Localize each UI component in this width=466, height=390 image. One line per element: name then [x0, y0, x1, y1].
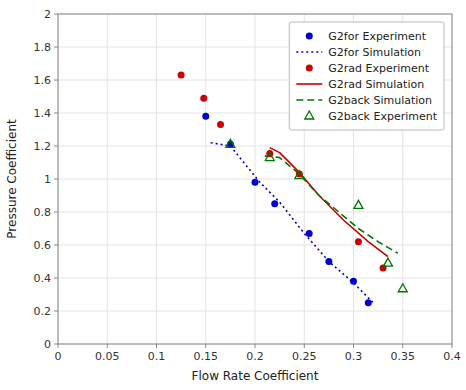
- x-tick: [107, 344, 108, 348]
- legend: G2for Experiment G2for Simulation G2rad Ex…: [289, 22, 444, 130]
- x-tick-label: 0.25: [292, 350, 317, 363]
- x-tick: [452, 344, 453, 348]
- y-tick: [54, 278, 58, 279]
- data-point: [383, 258, 392, 266]
- data-point: [226, 139, 235, 147]
- y-tick: [54, 212, 58, 213]
- legend-swatch: [296, 51, 322, 53]
- legend-swatch: [306, 65, 313, 72]
- x-tick: [304, 344, 305, 348]
- y-tick-label: 1.4: [34, 107, 52, 120]
- y-tick-label: 1.2: [34, 140, 52, 153]
- plot-frame: [58, 14, 452, 344]
- data-point: [350, 278, 357, 285]
- y-tick: [54, 311, 58, 312]
- y-tick: [54, 113, 58, 114]
- data-point: [271, 200, 278, 207]
- y-grid-line: [58, 278, 452, 279]
- x-tick: [205, 344, 206, 348]
- plot-background: [58, 14, 452, 344]
- x-tick-label: 0.2: [246, 350, 264, 363]
- y-grid-line: [58, 245, 452, 246]
- y-tick: [54, 179, 58, 180]
- y-axis-label: Pressure Coefficient: [5, 119, 19, 239]
- y-tick-label: 1.8: [34, 41, 52, 54]
- data-point: [252, 179, 259, 186]
- legend-swatch: [296, 83, 322, 85]
- legend-swatch: [305, 111, 314, 119]
- x-tick-label: 0.4: [443, 350, 461, 363]
- y-tick: [54, 14, 58, 15]
- data-point: [354, 200, 363, 208]
- data-point: [200, 95, 207, 102]
- x-tick: [156, 344, 157, 348]
- data-point: [365, 299, 372, 306]
- data-point: [265, 153, 274, 161]
- y-tick: [54, 344, 58, 345]
- legend-label: G2rad Simulation: [328, 78, 424, 91]
- series-line: [265, 156, 398, 253]
- data-point: [398, 284, 407, 292]
- y-grid-line: [58, 146, 452, 147]
- y-grid-line: [58, 311, 452, 312]
- x-tick-label: 0.15: [194, 350, 219, 363]
- data-point: [306, 230, 313, 237]
- data-point: [295, 171, 304, 179]
- x-tick: [255, 344, 256, 348]
- data-point: [355, 238, 362, 245]
- y-tick: [54, 80, 58, 81]
- data-point: [217, 121, 224, 128]
- legend-swatch: [296, 99, 322, 101]
- y-tick-label: 0.6: [34, 239, 52, 252]
- y-tick: [54, 245, 58, 246]
- data-point: [325, 258, 332, 265]
- y-tick-label: 2: [44, 8, 51, 21]
- y-tick-label: 1: [44, 173, 51, 186]
- x-axis-label: Flow Rate Coefficient: [192, 369, 319, 383]
- data-point: [202, 113, 209, 120]
- x-tick: [353, 344, 354, 348]
- x-tick-label: 0: [55, 350, 62, 363]
- legend-label: G2back Experiment: [328, 110, 437, 123]
- y-tick-label: 1.6: [34, 74, 52, 87]
- grid: [58, 14, 452, 344]
- legend-box: [289, 22, 444, 130]
- legend-label: G2for Experiment: [328, 30, 426, 43]
- y-tick: [54, 47, 58, 48]
- y-tick-label: 0: [44, 338, 51, 351]
- y-grid-line: [58, 212, 452, 213]
- series-line: [211, 143, 374, 303]
- chart: 0 0.05 0.1 0.15 0.2 0.25 0.3 0.35 0.4 0 0.2 0.4 0.6 0…: [0, 0, 466, 390]
- y-tick-label: 0.4: [34, 272, 52, 285]
- y-tick: [54, 146, 58, 147]
- x-tick: [402, 344, 403, 348]
- axes: 0 0.05 0.1 0.15 0.2 0.25 0.3 0.35 0.4 0 0.2 0.4 0.6 0…: [34, 8, 461, 363]
- y-tick-label: 0.8: [34, 206, 52, 219]
- legend-swatch: [306, 33, 313, 40]
- x-tick-label: 0.35: [391, 350, 416, 363]
- legend-label: G2rad Experiment: [328, 62, 430, 75]
- data-point: [178, 72, 185, 79]
- legend-label: G2for Simulation: [328, 46, 421, 59]
- x-tick: [58, 344, 59, 348]
- x-tick-label: 0.05: [95, 350, 120, 363]
- x-tick-label: 0.3: [345, 350, 363, 363]
- legend-label: G2back Simulation: [328, 94, 432, 107]
- y-tick-label: 0.2: [34, 305, 52, 318]
- x-tick-label: 0.1: [148, 350, 166, 363]
